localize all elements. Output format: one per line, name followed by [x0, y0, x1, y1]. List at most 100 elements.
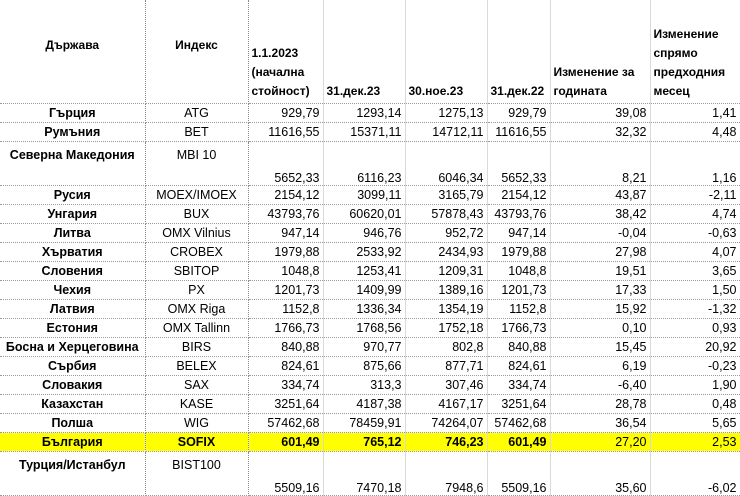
cell-nov-23: 746,23: [405, 432, 488, 452]
cell-nov-23: 1354,19: [405, 299, 488, 319]
cell-monthly-change: 4,48: [650, 122, 740, 142]
cell-index: WIG: [145, 413, 249, 433]
cell-nov-23: 1752,18: [405, 318, 488, 338]
cell-yearly-change: 15,92: [550, 299, 651, 319]
cell-yearly-change: 27,98: [550, 242, 651, 262]
cell-dec-23: 6116,23: [323, 141, 406, 186]
table-row: Хърватия CROBEX 1979,88 2533,92 2434,93 1979,…: [0, 242, 740, 262]
table-row: Словакия SAX 334,74 313,3 307,46 334,74 -6,40 1…: [0, 375, 740, 395]
cell-dec-22: 334,74: [487, 375, 551, 395]
header-row: Държава Индекс 1.1.2023 (начална стойнос…: [0, 0, 740, 104]
cell-dec-23: 78459,91: [323, 413, 406, 433]
cell-country: Северна Македония: [0, 141, 146, 186]
cell-nov-23: 1209,31: [405, 261, 488, 281]
cell-yearly-change: 35,60: [550, 451, 651, 496]
cell-dec-22: 1152,8: [487, 299, 551, 319]
cell-index: PX: [145, 280, 249, 300]
cell-nov-23: 14712,11: [405, 122, 488, 142]
cell-yearly-change: 19,51: [550, 261, 651, 281]
cell-country: Словения: [0, 261, 146, 281]
cell-dec-22: 1979,88: [487, 242, 551, 262]
table-row: Босна и Херцеговина BIRS 840,88 970,77 802,8…: [0, 337, 740, 357]
cell-start-value: 11616,55: [248, 122, 324, 142]
cell-monthly-change: -1,32: [650, 299, 740, 319]
cell-dec-23: 1336,34: [323, 299, 406, 319]
cell-start-value: 57462,68: [248, 413, 324, 433]
cell-dec-22: 1201,73: [487, 280, 551, 300]
header-monthly-change: Изменение спрямо предходния месец: [650, 0, 740, 104]
cell-dec-23: 1253,41: [323, 261, 406, 281]
cell-index: SOFIX: [145, 432, 249, 452]
cell-start-value: 1766,73: [248, 318, 324, 338]
cell-yearly-change: 0,10: [550, 318, 651, 338]
cell-index: OMX Tallinn: [145, 318, 249, 338]
cell-country: Естония: [0, 318, 146, 338]
cell-dec-22: 601,49: [487, 432, 551, 452]
cell-yearly-change: 36,54: [550, 413, 651, 433]
cell-dec-22: 1048,8: [487, 261, 551, 281]
cell-country: Словакия: [0, 375, 146, 395]
cell-start-value: 1979,88: [248, 242, 324, 262]
cell-monthly-change: 4,07: [650, 242, 740, 262]
cell-dec-23: 946,76: [323, 223, 406, 243]
cell-dec-23: 1768,56: [323, 318, 406, 338]
cell-nov-23: 1275,13: [405, 103, 488, 123]
cell-start-value: 601,49: [248, 432, 324, 452]
cell-dec-22: 11616,55: [487, 122, 551, 142]
cell-dec-22: 929,79: [487, 103, 551, 123]
cell-dec-23: 875,66: [323, 356, 406, 376]
cell-dec-22: 43793,76: [487, 204, 551, 224]
cell-monthly-change: -2,11: [650, 185, 740, 205]
table-row: Казахстан KASE 3251,64 4187,38 4167,17 3251,6…: [0, 394, 740, 414]
cell-yearly-change: 8,21: [550, 141, 651, 186]
cell-monthly-change: 1,41: [650, 103, 740, 123]
cell-yearly-change: 32,32: [550, 122, 651, 142]
cell-start-value: 840,88: [248, 337, 324, 357]
cell-start-value: 947,14: [248, 223, 324, 243]
header-country: Държава: [0, 0, 146, 104]
cell-dec-23: 2533,92: [323, 242, 406, 262]
cell-country: Чехия: [0, 280, 146, 300]
cell-dec-23: 1409,99: [323, 280, 406, 300]
cell-index: BET: [145, 122, 249, 142]
table-row: Сърбия BELEX 824,61 875,66 877,71 824,61 6,19-…: [0, 356, 740, 376]
cell-start-value: 43793,76: [248, 204, 324, 224]
header-index: Индекс: [145, 0, 249, 104]
cell-dec-22: 2154,12: [487, 185, 551, 205]
table-row: Турция/Истанбул BIST100 5509,16 7470,18 7948…: [0, 451, 740, 496]
cell-nov-23: 6046,34: [405, 141, 488, 186]
cell-yearly-change: 43,87: [550, 185, 651, 205]
cell-index: BELEX: [145, 356, 249, 376]
cell-nov-23: 3165,79: [405, 185, 488, 205]
cell-index: MOEX/IMOEX: [145, 185, 249, 205]
cell-nov-23: 57878,43: [405, 204, 488, 224]
cell-yearly-change: 38,42: [550, 204, 651, 224]
cell-yearly-change: 6,19: [550, 356, 651, 376]
cell-yearly-change: 28,78: [550, 394, 651, 414]
cell-country: Казахстан: [0, 394, 146, 414]
cell-dec-22: 1766,73: [487, 318, 551, 338]
cell-nov-23: 877,71: [405, 356, 488, 376]
header-yearly-change: Изменение за годината: [550, 0, 651, 104]
cell-country: Румъния: [0, 122, 146, 142]
cell-dec-22: 840,88: [487, 337, 551, 357]
cell-yearly-change: 17,33: [550, 280, 651, 300]
cell-index: BUX: [145, 204, 249, 224]
cell-monthly-change: -0,23: [650, 356, 740, 376]
header-dec-22: 31.дек.22: [487, 0, 551, 104]
cell-monthly-change: 4,74: [650, 204, 740, 224]
cell-country: Полша: [0, 413, 146, 433]
table-row: Гърция ATG 929,79 1293,14 1275,13 929,79 39,08…: [0, 103, 740, 123]
cell-yearly-change: -6,40: [550, 375, 651, 395]
cell-monthly-change: 5,65: [650, 413, 740, 433]
table-row: Латвия OMX Riga 1152,8 1336,34 1354,19 1152,8…: [0, 299, 740, 319]
cell-country: Хърватия: [0, 242, 146, 262]
cell-start-value: 1048,8: [248, 261, 324, 281]
cell-dec-22: 947,14: [487, 223, 551, 243]
cell-dec-22: 57462,68: [487, 413, 551, 433]
cell-monthly-change: 1,16: [650, 141, 740, 186]
table-row: Северна Македония MBI 10 5652,33 6116,23 604…: [0, 141, 740, 186]
cell-yearly-change: -0,04: [550, 223, 651, 243]
cell-start-value: 824,61: [248, 356, 324, 376]
